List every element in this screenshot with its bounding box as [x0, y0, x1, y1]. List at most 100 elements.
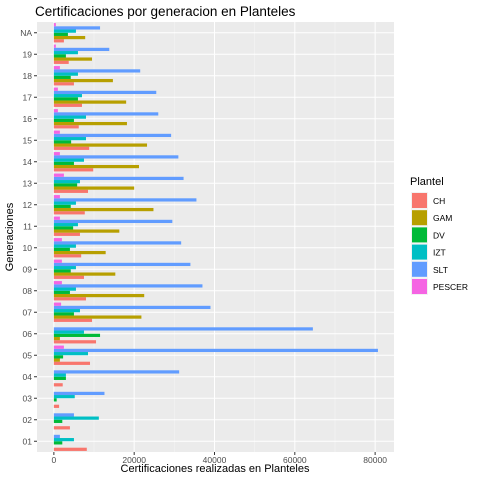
- y-tick-label: 15: [23, 135, 33, 145]
- plot-panel: [37, 22, 394, 452]
- legend-swatch-ch: [412, 193, 427, 208]
- x-tick-label: 20000: [122, 455, 146, 465]
- bar-ch-17: [53, 103, 82, 107]
- bar-slt-07: [53, 305, 211, 310]
- legend-title: Plantel: [410, 176, 444, 188]
- legend-label-gam: GAM: [433, 213, 452, 223]
- bar-ch-08: [53, 297, 86, 301]
- bar-izt-na: [53, 29, 76, 33]
- bar-slt-16: [53, 112, 159, 116]
- bar-pescer-na: [53, 23, 56, 27]
- bar-ch-06: [53, 340, 97, 344]
- bar-izt-13: [53, 180, 80, 184]
- bar-pescer-18: [53, 66, 60, 70]
- bar-ch-11: [53, 232, 80, 236]
- bar-slt-12: [53, 198, 197, 202]
- bar-slt-15: [53, 133, 172, 138]
- bar-slt-03: [53, 391, 105, 396]
- bar-ch-07: [53, 318, 93, 322]
- legend-label-dv: DV: [433, 230, 445, 240]
- y-tick-label: 04: [23, 372, 33, 382]
- y-tick-label: 12: [23, 200, 33, 210]
- y-axis-label: Generaciones: [4, 202, 16, 271]
- x-axis-ticks: 0 20000 40000 60000 80000: [51, 452, 387, 465]
- y-tick-label: NA: [20, 28, 32, 38]
- bar-izt-04: [53, 373, 66, 377]
- bar-gam-18: [53, 78, 113, 83]
- bar-gam-14: [53, 164, 139, 169]
- bar-ch-01: [53, 447, 87, 451]
- bar-pescer-11: [53, 216, 60, 220]
- bar-pescer-17: [53, 87, 58, 91]
- bar-dv-09: [53, 269, 71, 273]
- bar-izt-16: [53, 115, 86, 119]
- bar-ch-12: [53, 211, 85, 215]
- bar-ch-02: [53, 426, 70, 430]
- y-tick-label: 07: [23, 307, 33, 317]
- bar-dv-02: [53, 419, 63, 423]
- legend-label-pescer: PESCER: [433, 282, 468, 292]
- bar-dv-06: [53, 333, 101, 337]
- bar-gam-13: [53, 186, 135, 190]
- bar-dv-14: [53, 161, 74, 165]
- bar-gam-19: [53, 57, 93, 61]
- y-tick-label: 06: [23, 329, 33, 339]
- bar-ch-na: [53, 39, 64, 43]
- y-tick-label: 08: [23, 286, 33, 296]
- bar-gam-09: [53, 272, 116, 276]
- bar-gam-11: [53, 229, 120, 233]
- bar-pescer-08: [53, 281, 62, 285]
- bar-gam-10: [53, 250, 106, 255]
- bar-pescer-14: [53, 152, 60, 156]
- bars: [53, 23, 378, 451]
- bar-izt-19: [53, 51, 78, 55]
- bar-pescer-13: [53, 173, 64, 177]
- bar-izt-06: [53, 330, 84, 334]
- bar-gam-06: [53, 336, 60, 341]
- bar-dv-15: [53, 140, 72, 144]
- bar-ch-03: [53, 404, 60, 408]
- y-tick-label: 02: [23, 415, 33, 425]
- legend-label-izt: IZT: [433, 248, 446, 258]
- x-tick-label: 80000: [363, 455, 387, 465]
- bar-pescer-16: [53, 109, 58, 113]
- y-tick-label: 10: [23, 243, 33, 253]
- bar-dv-04: [53, 376, 66, 380]
- bar-gam-15: [53, 143, 148, 147]
- bar-slt-06: [53, 327, 313, 331]
- bar-slt-10: [53, 241, 182, 245]
- bar-dv-01: [53, 441, 63, 445]
- bar-izt-03: [53, 395, 75, 399]
- bar-dv-13: [53, 183, 78, 187]
- bar-dv-05: [53, 355, 64, 359]
- y-tick-label: 13: [23, 178, 33, 188]
- bar-slt-17: [53, 90, 157, 95]
- bar-gam-na: [53, 35, 86, 40]
- bar-slt-18: [53, 69, 141, 73]
- bar-dv-19: [53, 54, 66, 58]
- bar-gam-05: [53, 358, 60, 362]
- x-tick-label: 40000: [203, 455, 227, 465]
- bar-slt-14: [53, 155, 179, 159]
- bar-izt-01: [53, 438, 74, 442]
- y-tick-label: 14: [23, 157, 33, 167]
- bar-pescer-07: [53, 302, 62, 306]
- y-axis-ticks: 01 02 03 04 05 06 07 08 09 10 11 12 13 14 15 16 17 18 19 NA: [20, 28, 37, 446]
- x-tick-label: 0: [51, 455, 56, 465]
- bar-slt-05: [53, 348, 378, 353]
- legend-swatch-slt: [412, 261, 427, 277]
- bar-slt-01: [53, 434, 60, 439]
- bar-ch-05: [53, 361, 91, 365]
- bar-izt-15: [53, 137, 86, 141]
- y-tick-label: 05: [23, 350, 33, 360]
- bar-slt-09: [53, 262, 191, 267]
- bar-slt-04: [53, 370, 180, 374]
- bar-izt-17: [53, 94, 82, 98]
- legend: Plantel CH GAM DV IZT SLT PESCER: [410, 176, 468, 295]
- bar-ch-19: [53, 60, 69, 64]
- legend-label-ch: CH: [433, 196, 445, 206]
- bar-dv-03: [53, 398, 57, 402]
- legend-swatch-pescer: [412, 279, 427, 294]
- bar-slt-13: [53, 176, 184, 181]
